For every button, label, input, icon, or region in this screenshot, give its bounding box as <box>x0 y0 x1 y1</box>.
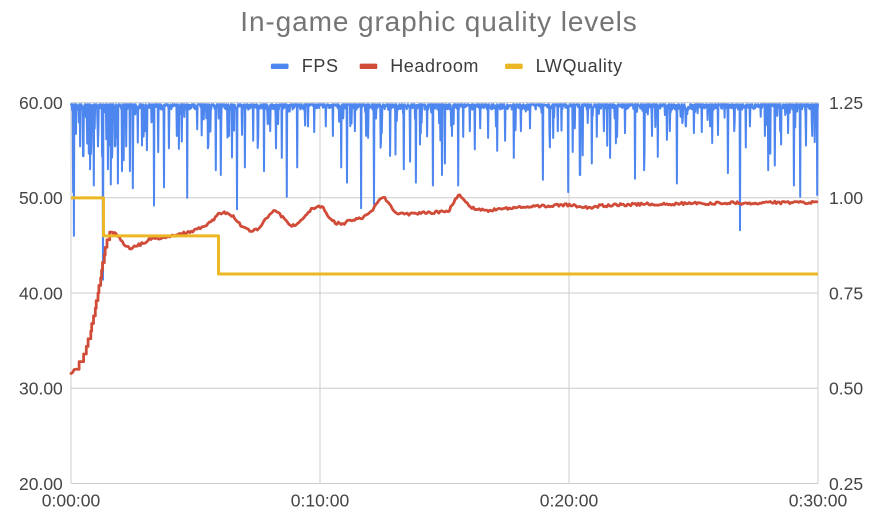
svg-text:0.25: 0.25 <box>829 474 863 494</box>
svg-text:0.50: 0.50 <box>829 379 863 399</box>
svg-text:In-game graphic quality levels: In-game graphic quality levels <box>240 6 637 37</box>
svg-text:1.00: 1.00 <box>829 188 863 208</box>
svg-text:Headroom: Headroom <box>390 56 479 76</box>
svg-text:0:00:00: 0:00:00 <box>42 490 101 510</box>
svg-text:0:20:00: 0:20:00 <box>540 490 599 510</box>
svg-text:0:10:00: 0:10:00 <box>291 490 350 510</box>
svg-text:20.00: 20.00 <box>19 474 63 494</box>
svg-text:FPS: FPS <box>302 56 339 76</box>
svg-text:1.25: 1.25 <box>829 93 863 113</box>
svg-text:0:30:00: 0:30:00 <box>789 490 848 510</box>
svg-text:30.00: 30.00 <box>19 379 63 399</box>
svg-text:60.00: 60.00 <box>19 93 63 113</box>
svg-text:LWQuality: LWQuality <box>536 56 623 76</box>
svg-text:50.00: 50.00 <box>19 188 63 208</box>
svg-text:40.00: 40.00 <box>19 283 63 303</box>
svg-text:0.75: 0.75 <box>829 283 863 303</box>
